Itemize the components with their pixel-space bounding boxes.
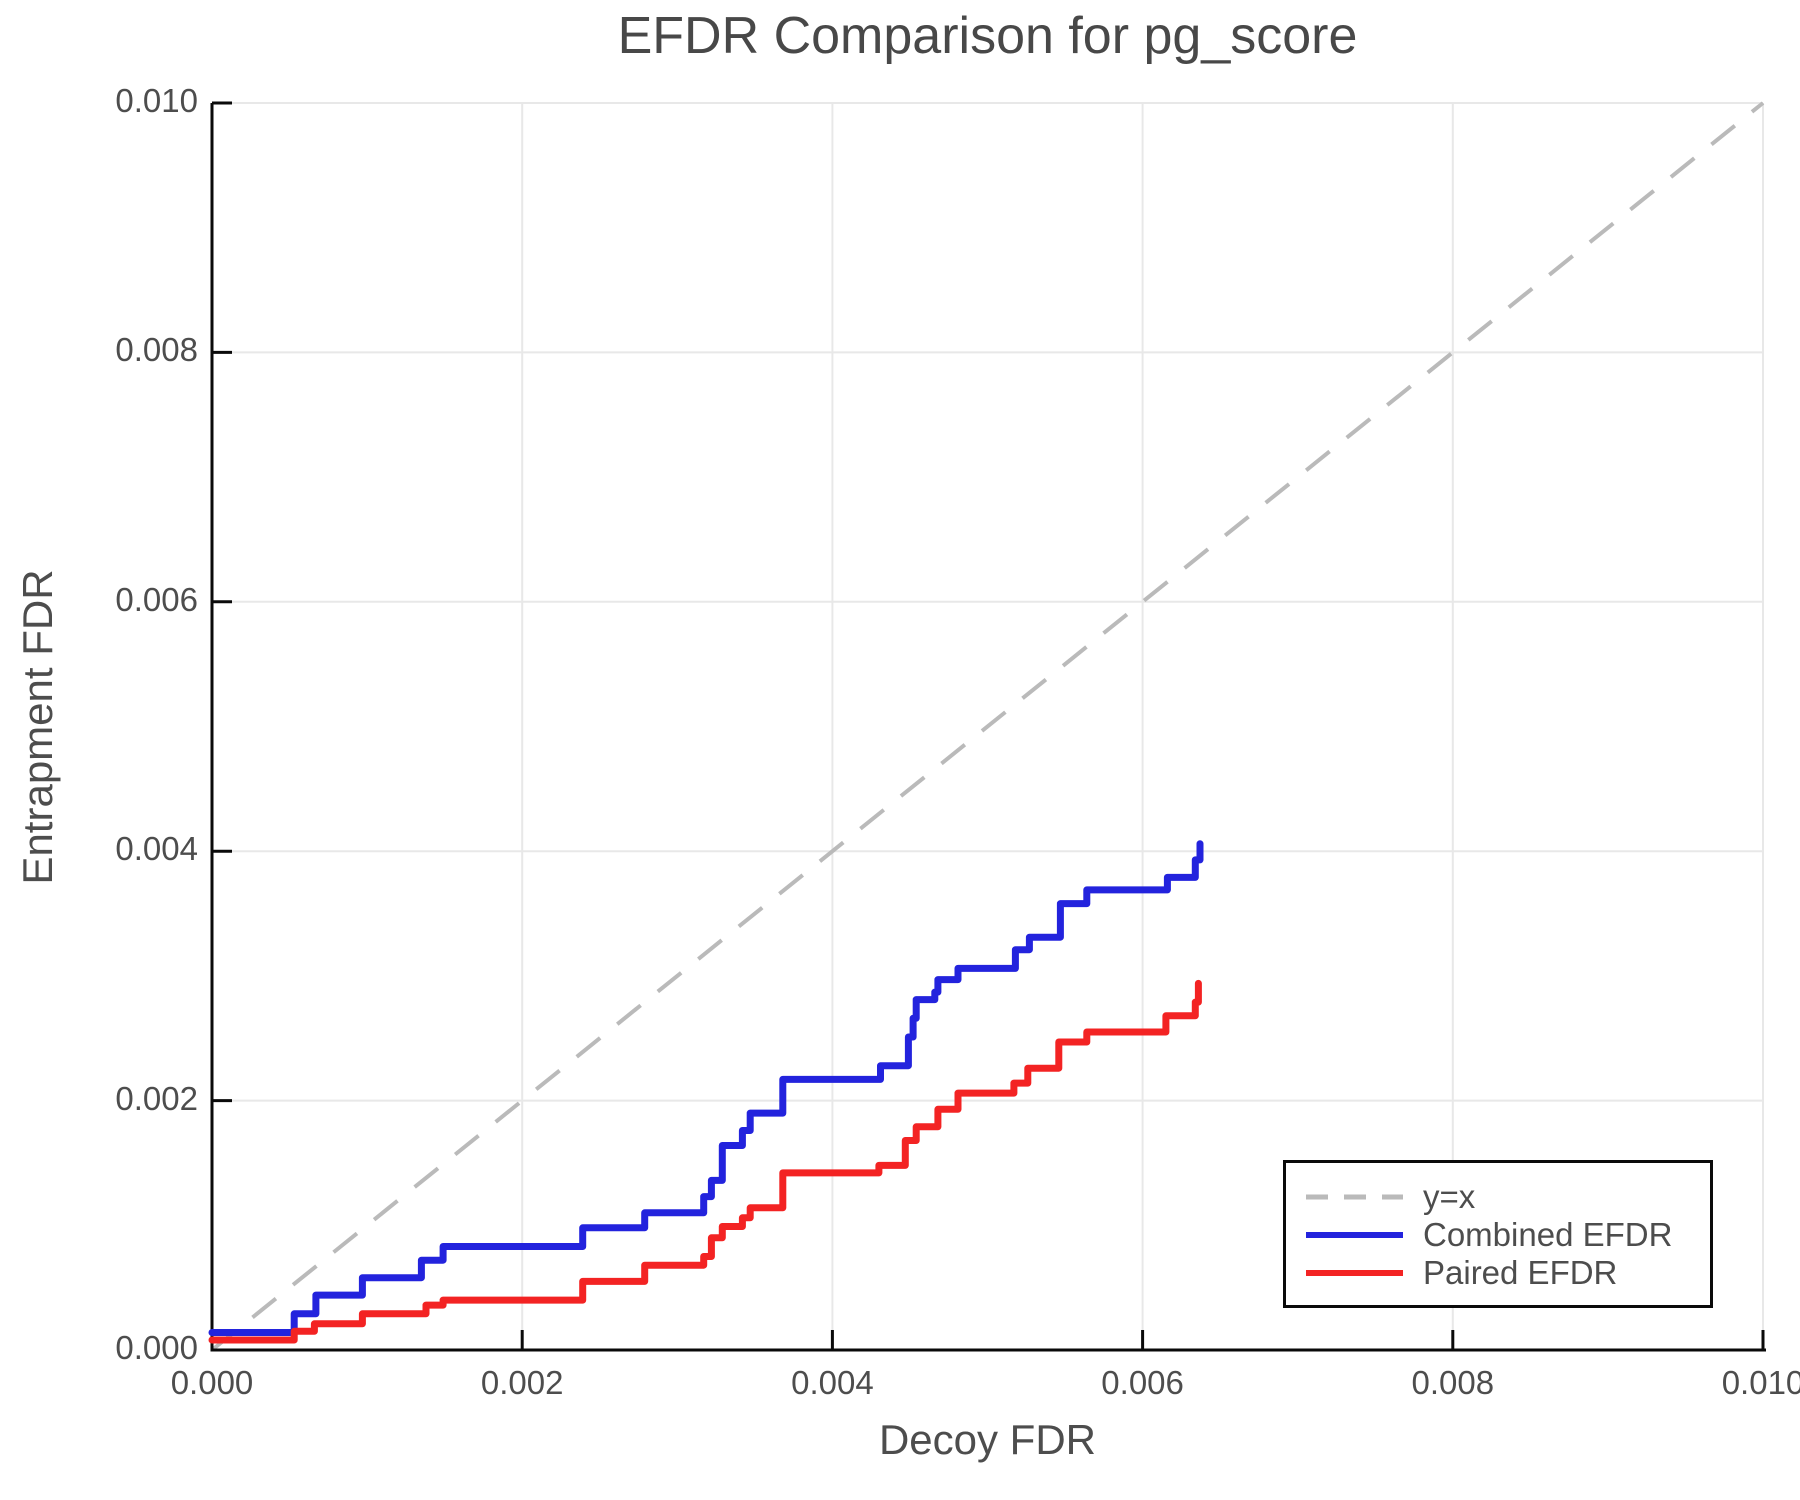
- legend-label-identity: y=x: [1423, 1178, 1476, 1215]
- y-tick-label: 0.010: [115, 82, 198, 119]
- identity-line: [210, 101, 1765, 1352]
- chart-title: EFDR Comparison for pg_score: [617, 7, 1358, 65]
- legend-box: y=x Combined EFDR Paired EFDR: [1283, 1160, 1713, 1308]
- y-tick-label: 0.004: [115, 830, 198, 868]
- x-tick-label: 0.008: [1411, 1364, 1495, 1401]
- paired-efdr-line-sample: [1306, 1270, 1403, 1276]
- legend-label-paired: Paired EFDR: [1423, 1254, 1618, 1291]
- legend-row-combined: Combined EFDR: [1302, 1216, 1710, 1254]
- x-tick-label: 0.010: [1721, 1364, 1800, 1401]
- x-tick-label: 0.006: [1101, 1364, 1184, 1401]
- x-tick-label: 0.004: [791, 1364, 874, 1401]
- combined-efdr-line-sample: [1306, 1232, 1403, 1238]
- y-tick-label: 0.000: [115, 1329, 198, 1366]
- y-tick-label: 0.008: [115, 331, 198, 369]
- y-tick-label: 0.002: [115, 1079, 198, 1117]
- x-axis-label: Decoy FDR: [878, 1416, 1097, 1463]
- x-tick-label: 0.000: [170, 1364, 254, 1401]
- x-tick-label: 0.002: [480, 1364, 564, 1401]
- y-axis-label: Entrapment FDR: [14, 569, 61, 885]
- paired-efdr-line: [208, 979, 1202, 1344]
- legend-label-combined: Combined EFDR: [1423, 1216, 1673, 1253]
- legend-row-paired: Paired EFDR: [1302, 1254, 1710, 1292]
- y-tick-label: 0.006: [115, 580, 198, 618]
- legend-row-identity: y=x: [1302, 1178, 1710, 1216]
- identity-line-sample: [1306, 1194, 1403, 1200]
- combined-efdr-line: [208, 840, 1204, 1336]
